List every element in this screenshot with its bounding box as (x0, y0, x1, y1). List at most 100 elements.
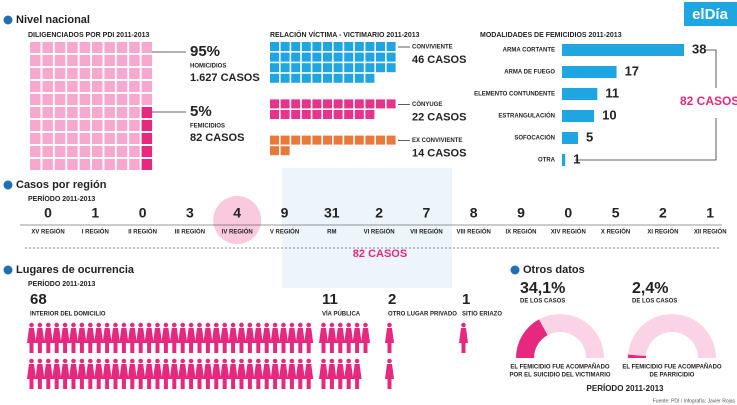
person-icon (60, 322, 70, 353)
region-label: XIV REGIÓN (551, 228, 586, 236)
person-icon (262, 322, 272, 353)
bar (562, 88, 598, 100)
region-label: II REGIÓN (128, 228, 157, 236)
waffle-cell (129, 68, 140, 79)
waffle-cell (129, 146, 140, 157)
count: 1.627 CASOS (190, 72, 260, 84)
waffle-cell (54, 146, 66, 157)
person-icon (245, 358, 255, 389)
person-icon (270, 322, 280, 353)
waffle-cell (92, 159, 103, 170)
heading: Otros datos (523, 264, 585, 276)
bar (562, 66, 617, 78)
bar-label: ARMA CORTANTE (503, 48, 555, 54)
waffle-cell (79, 81, 91, 92)
waffle-cell (365, 135, 375, 145)
period: PERÍODO 2011-2013 (587, 384, 664, 393)
waffle-cell (301, 52, 311, 62)
person-icon (178, 322, 188, 353)
region-value: 1 (91, 205, 99, 221)
region-label: XI REGIÓN (647, 228, 678, 236)
person-icon (161, 358, 171, 389)
person-icon (253, 322, 263, 353)
waffle-cell (116, 146, 128, 157)
waffle-cell (344, 73, 354, 83)
waffle-cell (354, 52, 364, 62)
person-icon (127, 358, 137, 389)
waffle-cell (30, 133, 41, 144)
waffle-cell (323, 110, 332, 119)
person-icon (77, 358, 87, 389)
period: PERÍODO 2011-2013 (28, 194, 95, 203)
person-icon (85, 358, 95, 389)
lugar-label: SITIO ERIAZO (462, 312, 502, 318)
lugar-value: 68 (30, 291, 47, 308)
person-icon (136, 358, 146, 389)
region-label: RM (327, 230, 336, 236)
waffle-cell (129, 159, 140, 170)
waffle-cell (30, 159, 41, 170)
person-icon (352, 358, 362, 389)
waffle-cell (30, 107, 41, 118)
brand-box (684, 2, 737, 26)
person-icon (295, 358, 305, 389)
waffle-cell (365, 52, 375, 62)
person-icon (279, 358, 288, 389)
waffle-cell (104, 42, 115, 53)
person-icon (43, 322, 53, 353)
bar-label: ARMA DE FUEGO (504, 70, 555, 76)
waffle-cell (42, 81, 53, 92)
waffle-cell (42, 42, 53, 53)
waffle-cell (116, 81, 128, 92)
waffle-cell (323, 63, 332, 73)
region-label: XV REGIÓN (31, 228, 64, 236)
waffle-cell (280, 99, 290, 109)
label: HOMICIDIOS (190, 64, 226, 70)
bar-value: 10 (602, 107, 616, 122)
waffle-cell (141, 55, 153, 66)
waffle-cell (333, 110, 343, 119)
person-icon (102, 358, 112, 389)
waffle-cell (104, 107, 115, 118)
lugar-label: INTERIOR DEL DOMICILIO (30, 312, 106, 318)
waffle-cell (291, 135, 301, 145)
waffle-cell (129, 81, 140, 92)
donut-value (628, 354, 647, 358)
waffle-cell (42, 68, 53, 79)
waffle-cell (312, 42, 322, 51)
waffle-cell (54, 55, 66, 66)
waffle-cell (141, 146, 153, 157)
waffle-cell (270, 135, 279, 145)
person-icon (361, 322, 370, 353)
waffle-cell (323, 99, 332, 109)
waffle-cell (280, 52, 290, 62)
waffle-cell (104, 81, 115, 92)
person-icon (85, 322, 95, 353)
waffle-cell (30, 81, 41, 92)
region-value: 31 (324, 205, 340, 221)
person-icon (220, 322, 230, 353)
waffle-cell (301, 110, 311, 119)
modalidades-total: 82 CASOS (680, 94, 737, 108)
region-total: 82 CASOS (353, 248, 407, 260)
person-icon (43, 358, 53, 389)
waffle-cell (270, 73, 279, 83)
waffle-cell (54, 133, 66, 144)
waffle-cell (116, 55, 128, 66)
region-value: 5 (612, 205, 620, 221)
region-value: 2 (375, 205, 383, 221)
brand: elDía (692, 6, 729, 23)
region-label: X REGIÓN (601, 228, 630, 236)
person-icon (270, 358, 280, 389)
person-icon (287, 322, 297, 353)
waffle-cell (67, 133, 78, 144)
waffle-cell (30, 55, 41, 66)
waffle-cell (129, 133, 140, 144)
waffle-cell (301, 63, 311, 73)
waffle-cell (280, 135, 290, 145)
bracket (575, 49, 717, 161)
region-label: VIII REGIÓN (457, 228, 491, 236)
waffle-cell (116, 94, 128, 105)
heading: Casos por región (16, 179, 107, 191)
bar (562, 110, 595, 122)
